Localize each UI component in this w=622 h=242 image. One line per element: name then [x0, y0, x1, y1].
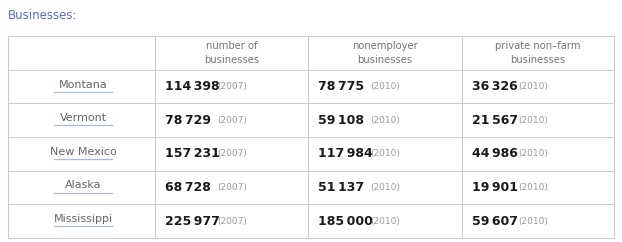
- Text: 21 567: 21 567: [472, 114, 518, 127]
- Text: (2010): (2010): [518, 217, 548, 226]
- Text: 114 398: 114 398: [165, 80, 220, 93]
- Text: 117 984: 117 984: [318, 147, 373, 160]
- Text: 78 729: 78 729: [165, 114, 211, 127]
- Text: (2010): (2010): [518, 149, 548, 158]
- Text: 59 607: 59 607: [472, 215, 518, 228]
- Text: Montana: Montana: [59, 80, 108, 90]
- Text: (2010): (2010): [370, 217, 400, 226]
- Text: 185 000: 185 000: [318, 215, 373, 228]
- Text: (2007): (2007): [217, 149, 247, 158]
- Text: (2010): (2010): [370, 149, 400, 158]
- Text: (2010): (2010): [518, 183, 548, 192]
- Text: (2010): (2010): [518, 116, 548, 125]
- Text: (2010): (2010): [370, 82, 400, 91]
- Text: (2010): (2010): [518, 82, 548, 91]
- Text: Mississippi: Mississippi: [54, 214, 113, 224]
- Text: 59 108: 59 108: [318, 114, 364, 127]
- Text: 225 977: 225 977: [165, 215, 220, 228]
- Text: (2010): (2010): [370, 183, 400, 192]
- Text: Businesses:: Businesses:: [7, 9, 77, 22]
- Text: 68 728: 68 728: [165, 181, 211, 194]
- Text: Alaska: Alaska: [65, 181, 102, 190]
- Text: nonemployer
businesses: nonemployer businesses: [352, 41, 418, 65]
- Text: 36 326: 36 326: [472, 80, 518, 93]
- Text: 19 901: 19 901: [472, 181, 518, 194]
- Text: (2007): (2007): [217, 217, 247, 226]
- Text: number of
businesses: number of businesses: [204, 41, 259, 65]
- Text: 157 231: 157 231: [165, 147, 220, 160]
- Text: (2010): (2010): [370, 116, 400, 125]
- Text: 51 137: 51 137: [318, 181, 364, 194]
- Text: New Mexico: New Mexico: [50, 147, 117, 157]
- Text: 44 986: 44 986: [472, 147, 518, 160]
- Text: (2007): (2007): [217, 183, 247, 192]
- Text: (2007): (2007): [217, 82, 247, 91]
- Text: private non–farm
businesses: private non–farm businesses: [495, 41, 581, 65]
- Text: 78 775: 78 775: [318, 80, 364, 93]
- Text: Vermont: Vermont: [60, 113, 107, 123]
- Text: (2007): (2007): [217, 116, 247, 125]
